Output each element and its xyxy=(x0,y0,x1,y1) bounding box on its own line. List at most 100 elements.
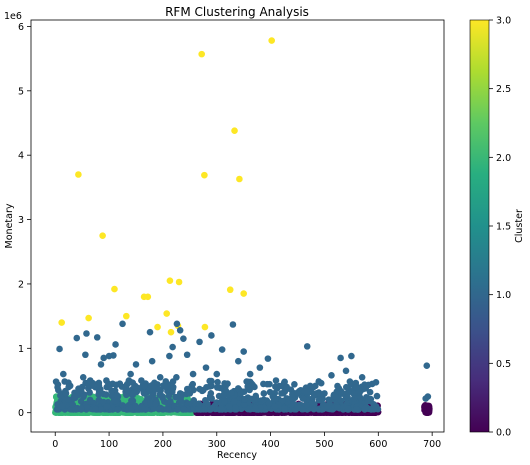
scatter-point-cluster-1 xyxy=(124,386,132,394)
scatter-point-cluster-1 xyxy=(189,370,197,378)
scatter-point-cluster-1 xyxy=(358,373,366,381)
scatter-point-cluster-1 xyxy=(95,391,102,398)
scatter-point-cluster-1 xyxy=(331,393,339,400)
scatter-point-cluster-1 xyxy=(372,379,380,386)
scatter-point-cluster-1 xyxy=(60,370,67,378)
scatter-point-cluster-1 xyxy=(180,335,187,342)
scatter-point-cluster-1 xyxy=(251,404,259,412)
scatter-point-cluster-1 xyxy=(206,394,214,402)
colorbar-tick-label: 0.5 xyxy=(496,359,511,370)
scatter-point-cluster-1 xyxy=(79,373,87,381)
scatter-point-cluster-1 xyxy=(83,330,90,337)
scatter-point-cluster-1 xyxy=(342,367,350,375)
scatter-point-cluster-1 xyxy=(366,397,374,405)
scatter-point-cluster-1 xyxy=(72,406,80,413)
scatter-point-cluster-1 xyxy=(206,383,214,390)
scatter-point-cluster-1 xyxy=(348,352,355,360)
x-tick-label: 300 xyxy=(208,439,226,450)
scatter-point-cluster-3 xyxy=(236,175,243,183)
scatter-point-cluster-1 xyxy=(97,406,105,413)
scatter-point-cluster-1 xyxy=(155,386,163,393)
scatter-point-cluster-1 xyxy=(225,403,233,410)
scatter-point-cluster-1 xyxy=(59,403,66,410)
colorbar-tick-label: 0.0 xyxy=(496,428,511,439)
scatter-point-cluster-1 xyxy=(68,401,76,408)
y-tick-label: 1 xyxy=(18,344,24,355)
scatter-point-cluster-1 xyxy=(350,395,358,402)
scatter-point-cluster-1 xyxy=(140,390,148,397)
x-tick-label: 100 xyxy=(100,439,118,450)
scatter-point-cluster-1 xyxy=(278,390,285,397)
scatter-point-cluster-1 xyxy=(213,370,221,378)
scatter-point-cluster-1 xyxy=(423,362,431,369)
scatter-point-cluster-1 xyxy=(251,383,258,391)
x-tick-label: 600 xyxy=(369,439,387,450)
scatter-point-cluster-3 xyxy=(201,171,208,179)
scatter-point-cluster-1 xyxy=(119,320,126,328)
scatter-point-cluster-1 xyxy=(184,400,192,408)
scatter-point-cluster-1 xyxy=(224,380,231,388)
scatter-point-cluster-1 xyxy=(294,390,301,397)
scatter-point-cluster-1 xyxy=(289,391,296,398)
colorbar-ticks: 0.0 0.5 1.0 1.5 2.0 2.5 3.0 xyxy=(489,16,511,439)
scatter-point-cluster-1 xyxy=(177,391,185,398)
scatter-point-cluster-1 xyxy=(167,398,174,405)
x-tick-label: 0 xyxy=(52,439,58,450)
scatter-point-cluster-1 xyxy=(132,402,139,410)
scatter-point-cluster-1 xyxy=(80,393,87,401)
scatter-point-cluster-1 xyxy=(173,320,181,328)
scatter-point-cluster-1 xyxy=(424,393,432,400)
colorbar xyxy=(469,19,490,433)
scatter-point-cluster-1 xyxy=(208,377,215,385)
scatter-point-cluster-1 xyxy=(310,405,318,413)
scatter-point-cluster-1 xyxy=(353,406,360,413)
scatter-point-cluster-1 xyxy=(218,346,226,353)
scatter-point-cluster-1 xyxy=(82,351,89,359)
scatter-point-cluster-3 xyxy=(163,310,170,317)
scatter-point-cluster-1 xyxy=(57,392,64,399)
scatter-point-cluster-1 xyxy=(111,397,119,405)
scatter-point-cluster-1 xyxy=(216,384,224,392)
scatter-point-cluster-1 xyxy=(165,392,173,400)
scatter-point-cluster-1 xyxy=(138,404,146,412)
scatter-point-cluster-1 xyxy=(162,383,169,391)
scatter-point-cluster-1 xyxy=(231,398,238,405)
y-axis-title: Monetary xyxy=(4,203,15,248)
scatter-point-cluster-1 xyxy=(240,348,247,355)
scatter-point-cluster-1 xyxy=(100,354,107,362)
x-tick-label: 200 xyxy=(154,439,172,450)
scatter-point-cluster-1 xyxy=(365,381,372,389)
scatter-point-cluster-1 xyxy=(146,328,154,336)
scatter-point-cluster-3 xyxy=(231,127,238,135)
scatter-point-cluster-1 xyxy=(337,387,345,395)
scatter-point-cluster-3 xyxy=(75,171,82,178)
scatter-point-cluster-1 xyxy=(218,405,226,413)
scatter-point-cluster-1 xyxy=(196,338,203,346)
scatter-point-cluster-1 xyxy=(266,380,273,388)
scatter-point-cluster-1 xyxy=(86,389,93,396)
scatter-point-cluster-1 xyxy=(107,381,114,388)
scatter-point-cluster-1 xyxy=(86,377,94,384)
scatter-point-cluster-3 xyxy=(240,290,247,297)
scatter-point-cluster-1 xyxy=(144,395,151,402)
scatter-point-cluster-1 xyxy=(70,393,78,400)
plot-frame xyxy=(30,19,445,433)
scatter-point-cluster-1 xyxy=(299,395,307,402)
scatter-point-cluster-1 xyxy=(271,395,279,402)
scatter-point-cluster-3 xyxy=(166,277,174,285)
scatter-point-cluster-1 xyxy=(321,390,328,397)
scatter-point-cluster-1 xyxy=(133,388,141,395)
chart-title: RFM Clustering Analysis xyxy=(165,5,309,19)
scatter-point-cluster-1 xyxy=(173,373,180,381)
scatter-point-cluster-1 xyxy=(244,383,252,390)
scatter-point-cluster-1 xyxy=(103,403,111,410)
scatter-point-cluster-1 xyxy=(140,382,148,390)
scatter-point-cluster-1 xyxy=(112,341,119,348)
scatter-point-cluster-1 xyxy=(264,355,272,362)
y-tick-label: 2 xyxy=(18,279,24,290)
scatter-point-cluster-1 xyxy=(77,405,85,412)
scatter-point-cluster-1 xyxy=(103,377,110,384)
scatter-point-cluster-1 xyxy=(323,402,331,410)
scatter-point-cluster-0 xyxy=(421,401,429,409)
x-tick-label: 400 xyxy=(262,439,280,450)
